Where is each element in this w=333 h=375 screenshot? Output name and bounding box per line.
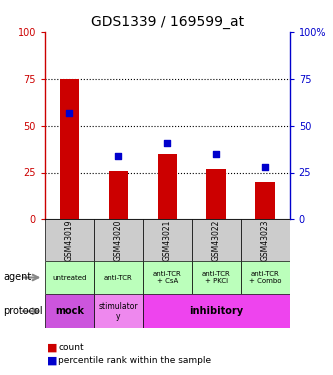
Bar [192, 261, 241, 294]
Bar [143, 294, 290, 328]
Text: agent: agent [3, 273, 32, 282]
Bar [192, 219, 241, 261]
Bar [45, 261, 94, 294]
Text: anti-TCR
+ PKCi: anti-TCR + PKCi [202, 271, 231, 284]
Bar [45, 294, 94, 328]
Text: inhibitory: inhibitory [189, 306, 243, 316]
Point [116, 153, 121, 159]
Text: protocol: protocol [3, 306, 43, 316]
Bar [143, 261, 192, 294]
Bar [241, 261, 290, 294]
Bar [60, 79, 79, 219]
Bar [109, 171, 128, 219]
Point [165, 140, 170, 146]
Bar [143, 219, 192, 261]
Text: ■: ■ [47, 356, 57, 366]
Text: GSM43021: GSM43021 [163, 219, 172, 261]
Bar [94, 219, 143, 261]
Text: stimulator
y: stimulator y [99, 302, 138, 321]
Text: percentile rank within the sample: percentile rank within the sample [58, 356, 211, 365]
Title: GDS1339 / 169599_at: GDS1339 / 169599_at [91, 15, 244, 30]
Bar [206, 169, 226, 219]
Bar [158, 154, 177, 219]
Text: GSM43019: GSM43019 [65, 219, 74, 261]
Bar [94, 261, 143, 294]
Text: GSM43023: GSM43023 [261, 219, 270, 261]
Bar [45, 219, 94, 261]
Bar [241, 219, 290, 261]
Text: count: count [58, 344, 84, 352]
Text: anti-TCR
+ Combo: anti-TCR + Combo [249, 271, 281, 284]
Text: untreated: untreated [52, 274, 87, 280]
Point [262, 164, 268, 170]
Bar [94, 294, 143, 328]
Point [214, 151, 219, 157]
Text: GSM43020: GSM43020 [114, 219, 123, 261]
Text: GSM43022: GSM43022 [212, 219, 221, 261]
Point [67, 110, 72, 116]
Bar [255, 182, 275, 219]
Text: anti-TCR: anti-TCR [104, 274, 133, 280]
Text: mock: mock [55, 306, 84, 316]
Text: ■: ■ [47, 343, 57, 353]
Text: anti-TCR
+ CsA: anti-TCR + CsA [153, 271, 182, 284]
